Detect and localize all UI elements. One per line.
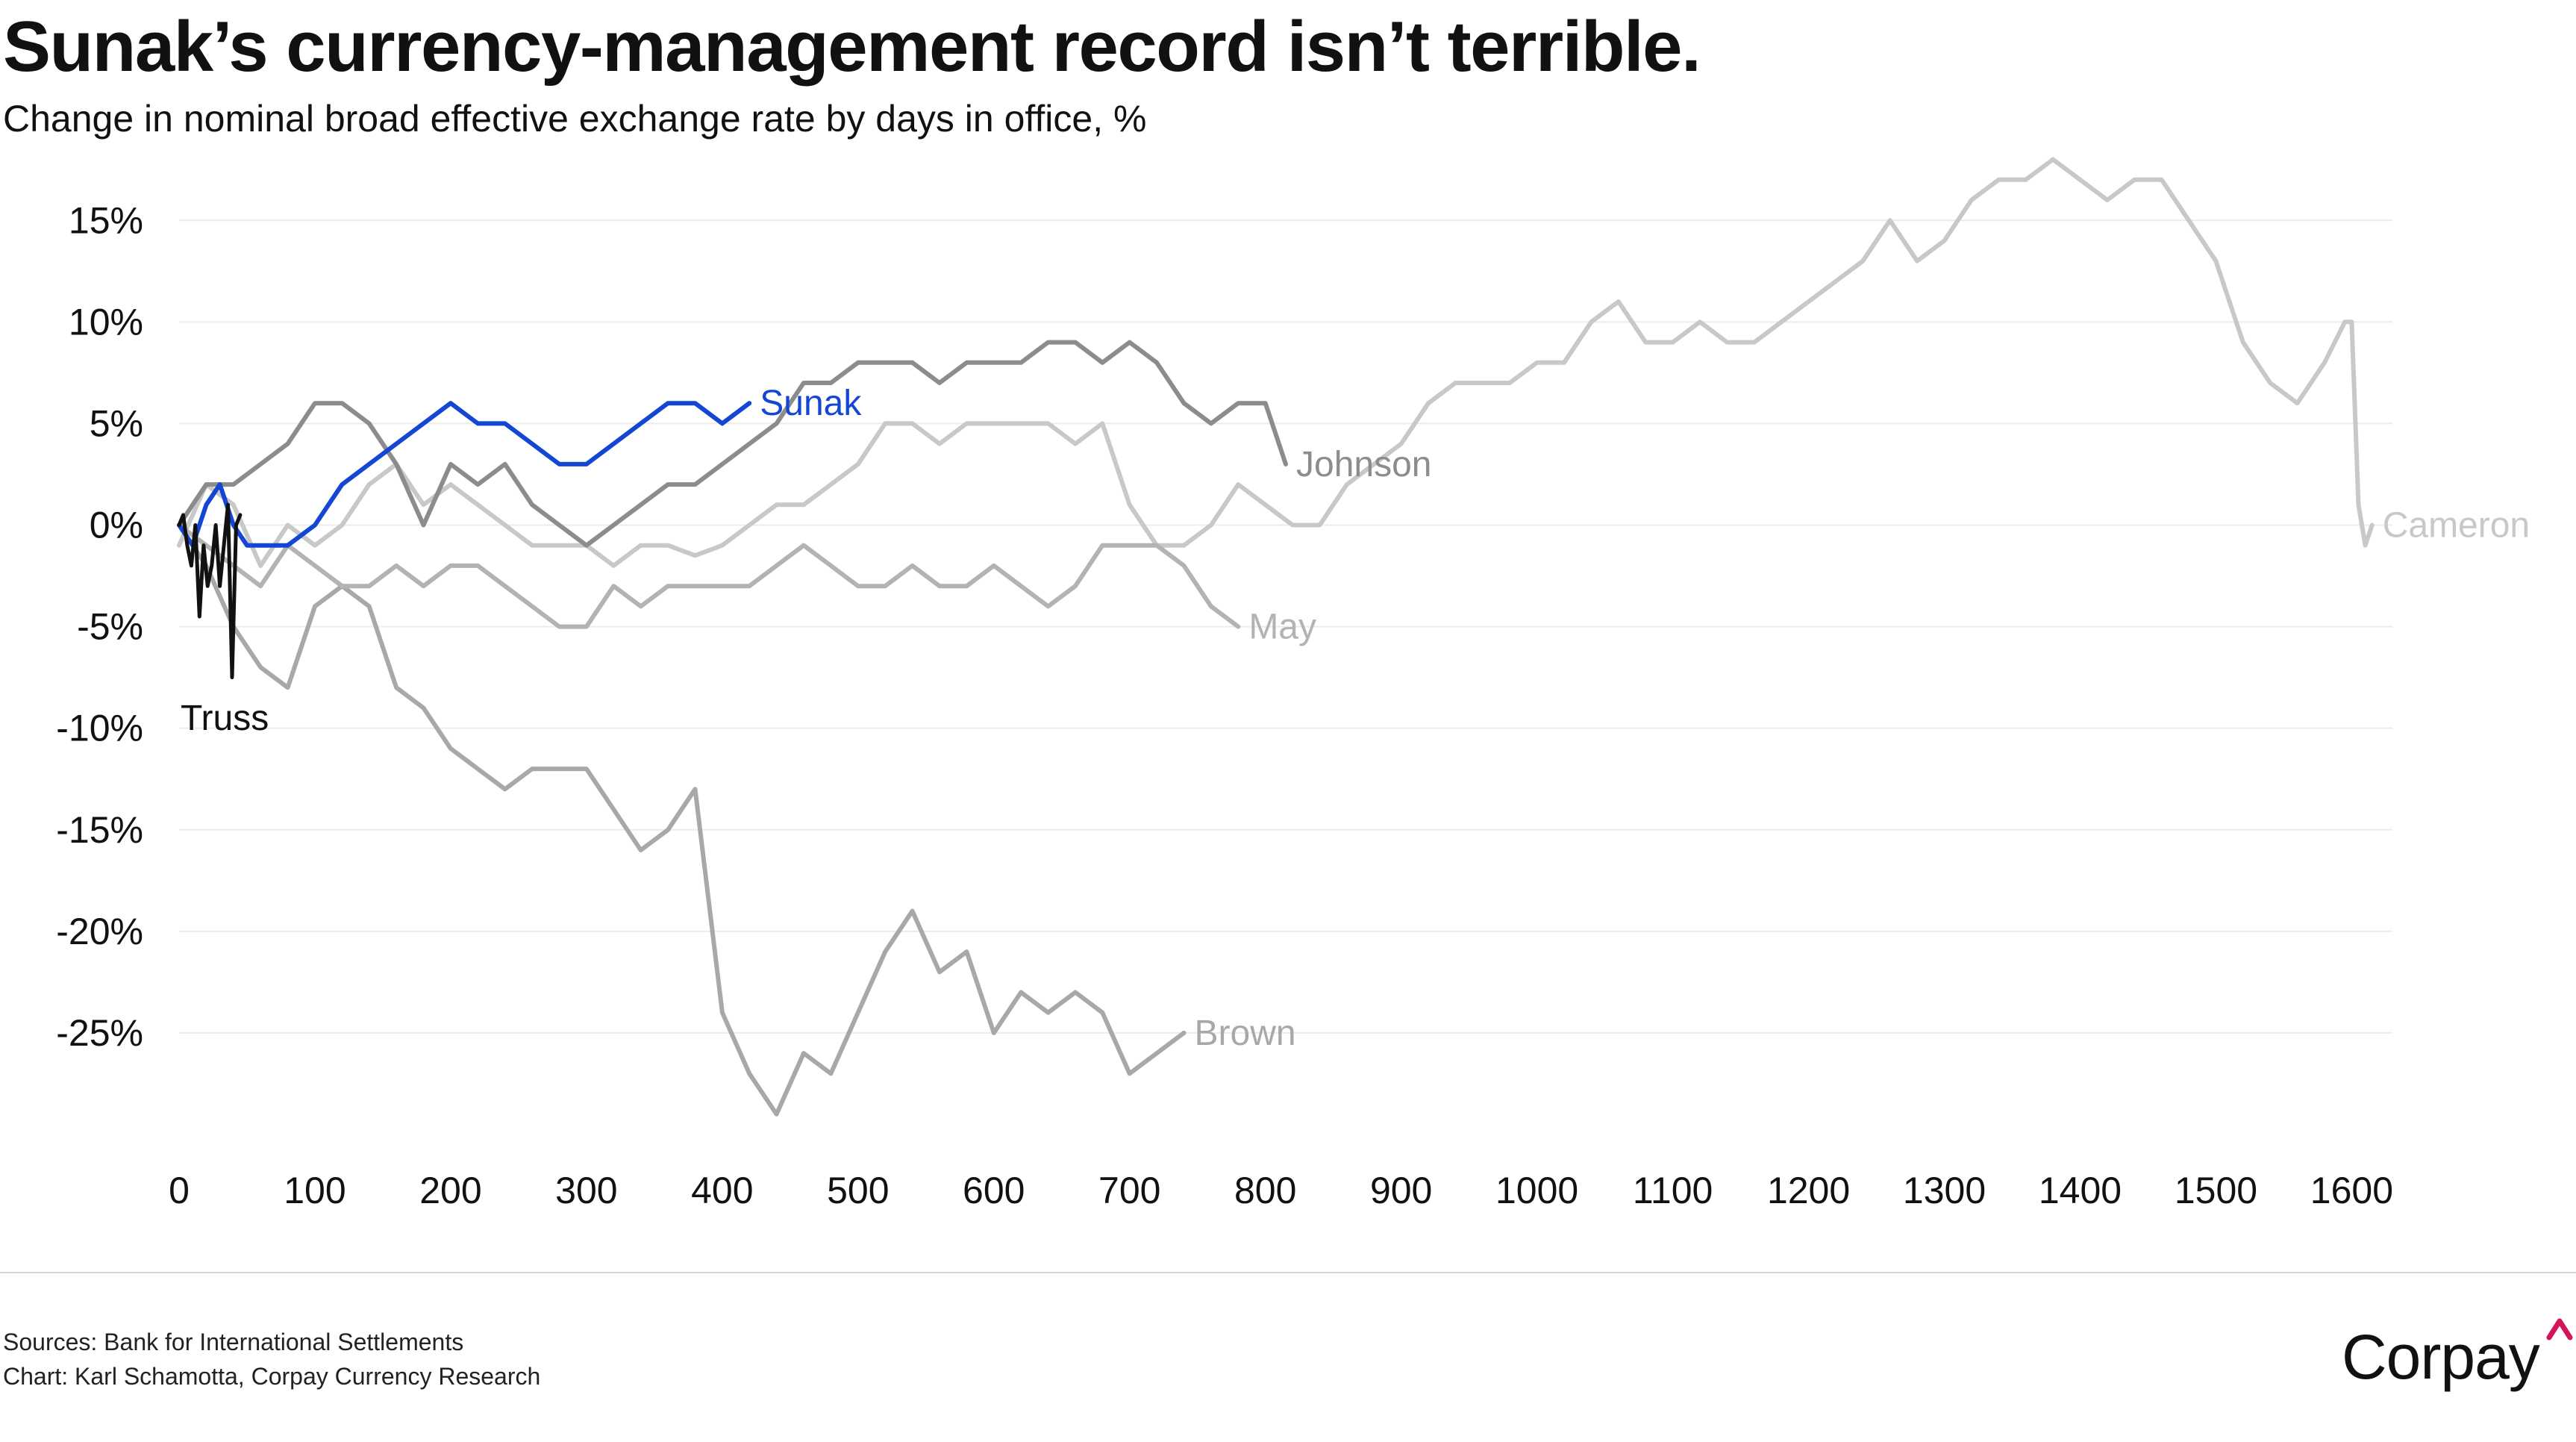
x-tick-label: 600 — [963, 1170, 1025, 1211]
x-tick-label: 1600 — [2310, 1170, 2393, 1211]
y-tick-label: -5% — [77, 606, 143, 648]
x-tick-label: 900 — [1370, 1170, 1432, 1211]
series-line-may — [177, 522, 1241, 629]
gridlines — [179, 219, 2392, 1034]
x-tick-label: 100 — [284, 1170, 346, 1211]
credit-note: Chart: Karl Schamotta, Corpay Currency R… — [3, 1363, 541, 1390]
x-tick-label: 1200 — [1767, 1170, 1850, 1211]
x-tick-label: 1500 — [2175, 1170, 2257, 1211]
chart-subtitle: Change in nominal broad effective exchan… — [3, 98, 1147, 140]
series-label-cameron: Cameron — [2383, 506, 2530, 546]
y-tick-label: -15% — [56, 809, 143, 851]
x-tick-label: 1300 — [1903, 1170, 1986, 1211]
caret-logo-icon — [2546, 1318, 2573, 1340]
series-label-may: May — [1248, 608, 1316, 647]
x-tick-label: 200 — [419, 1170, 481, 1211]
series-label-brown: Brown — [1195, 1014, 1296, 1053]
y-tick-label: 15% — [69, 199, 143, 241]
series-line-truss — [177, 502, 243, 680]
corpay-logo: Corpay — [2342, 1322, 2540, 1392]
x-tick-label: 700 — [1098, 1170, 1160, 1211]
series-label-johnson: Johnson — [1296, 445, 1431, 484]
series-labels: Cameron Brown May Johnson Sunak Truss — [181, 384, 2530, 1053]
y-tick-label: -25% — [56, 1012, 143, 1054]
footer-divider — [0, 1272, 2576, 1273]
y-axis: 15% 10% 5% 0% -5% -10% -15% -20% -25% — [56, 199, 143, 1054]
y-tick-label: 5% — [90, 402, 143, 444]
x-axis: 0 100 200 300 400 500 600 700 800 900 1000 1100 1200… — [169, 1170, 2393, 1211]
series-label-truss: Truss — [181, 699, 269, 738]
x-tick-label: 800 — [1234, 1170, 1296, 1211]
y-tick-label: -10% — [56, 708, 143, 749]
series-label-sunak: Sunak — [760, 384, 862, 423]
x-tick-label: 300 — [555, 1170, 617, 1211]
x-tick-label: 400 — [691, 1170, 753, 1211]
y-tick-label: -20% — [56, 911, 143, 952]
series-line-sunak — [177, 401, 752, 548]
chart-title: Sunak’s currency-management record isn’t… — [3, 7, 1701, 87]
x-tick-label: 1100 — [1633, 1170, 1713, 1211]
series-lines — [177, 157, 2375, 1117]
x-tick-label: 500 — [827, 1170, 889, 1211]
series-line-johnson — [177, 340, 1288, 548]
line-chart: 15% 10% 5% 0% -5% -10% -15% -20% -25% 0 100 200 300… — [56, 157, 2530, 1211]
series-line-brown — [177, 522, 1187, 1117]
x-tick-label: 0 — [169, 1170, 190, 1211]
x-tick-label: 1400 — [2039, 1170, 2122, 1211]
y-tick-label: 10% — [69, 301, 143, 343]
x-tick-label: 1000 — [1495, 1170, 1578, 1211]
series-line-cameron — [177, 157, 2375, 568]
source-note: Sources: Bank for International Settleme… — [3, 1329, 464, 1355]
y-tick-label: 0% — [90, 505, 143, 546]
